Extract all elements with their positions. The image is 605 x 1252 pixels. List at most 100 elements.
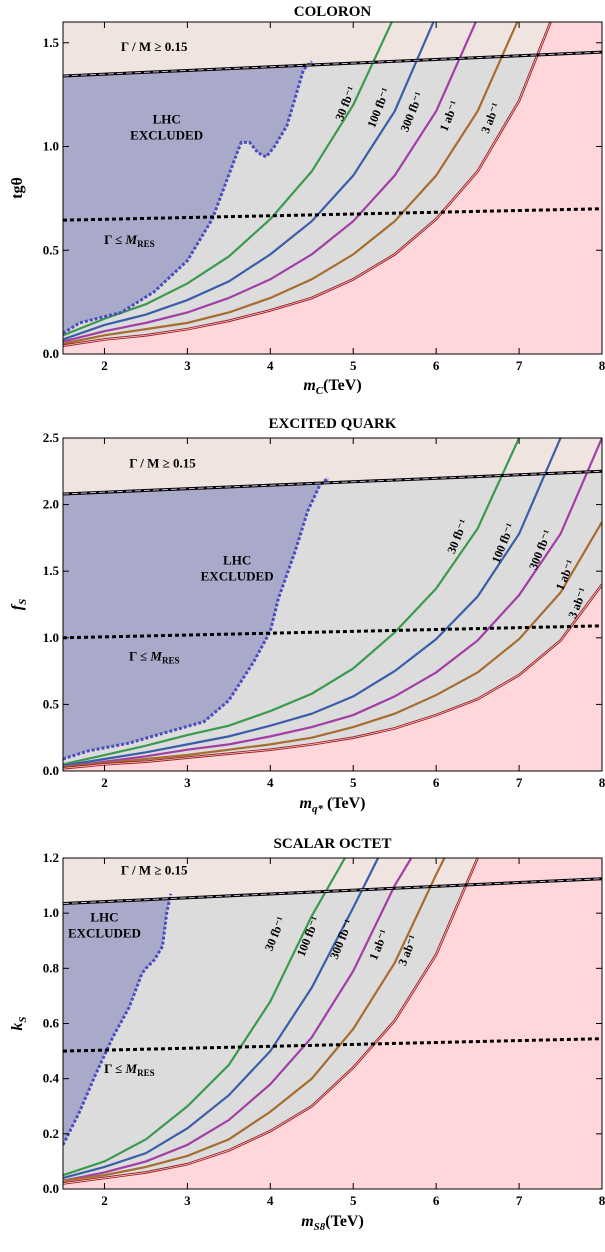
x-tick-label: 5: [350, 775, 357, 790]
y-tick-label: 0.8: [43, 960, 60, 975]
y-tick-label: 1.0: [43, 630, 59, 645]
series-line-30-fb-1: [63, 22, 394, 337]
narrow-width-label: Γ ≤ MRES: [129, 648, 180, 665]
width-bound-line: [63, 877, 602, 906]
x-tick-label: 3: [184, 775, 191, 790]
lhc-excluded-region: [63, 61, 312, 354]
wide-width-region: [63, 438, 602, 494]
chart-title: EXCITED QUARK: [269, 416, 397, 432]
narrow-width-label: Γ ≤ MRES: [104, 232, 155, 249]
y-tick-label: 2.5: [43, 430, 60, 445]
x-tick-label: 8: [599, 775, 605, 790]
narrow-width-line: [63, 207, 602, 222]
x-tick-label: 7: [516, 1193, 523, 1208]
series-line-inner: [63, 858, 478, 1184]
wide-width-label: Γ / M ≥ 0.15: [129, 455, 196, 470]
x-axis-label: mS8(TeV): [301, 1213, 364, 1233]
narrow-width-line: [63, 1037, 602, 1053]
series-line-300-fb-1: [63, 438, 602, 769]
lhc-excluded-label: EXCLUDED: [130, 128, 203, 143]
series-line-300-fb-1: [63, 22, 477, 343]
x-tick-label: 2: [101, 358, 108, 373]
lhc-excluded-label: LHC: [223, 553, 251, 568]
lhc-excluded-region: [63, 893, 171, 1189]
narrow-width-line: [63, 624, 602, 640]
x-tick-label: 6: [433, 358, 440, 373]
series-line-1-ab-1: [63, 858, 446, 1182]
lhc-excluded-label: LHC: [153, 112, 181, 127]
series-line-30-fb-1: [63, 858, 346, 1177]
x-tick-label: 3: [184, 1193, 191, 1208]
lhc-excluded-region: [63, 477, 329, 771]
lhc-excluded-label: EXCLUDED: [201, 569, 274, 584]
width-bound-line: [63, 469, 602, 496]
x-tick-label: 5: [350, 1193, 357, 1208]
y-axis-label: tgθ: [9, 177, 26, 199]
x-tick-label: 6: [433, 775, 440, 790]
y-tick-label: 0.4: [43, 1071, 60, 1086]
x-tick-label: 8: [599, 358, 605, 373]
y-tick-label: 1.5: [43, 35, 60, 50]
series-line-1-ab-1: [63, 22, 519, 345]
lhc-excluded-label: LHC: [90, 909, 118, 924]
series-line-inner: [63, 22, 551, 347]
series-line-300-fb-1: [63, 858, 413, 1182]
x-axis-label: mC(TeV): [303, 377, 361, 397]
chart-title: COLORON: [294, 4, 372, 20]
x-tick-label: 4: [267, 1193, 274, 1208]
plot-area: [63, 438, 602, 771]
x-tick-label: 7: [516, 358, 523, 373]
panel-coloron: 2 3 4 5 6 7 8 0.0 0.5 1.0 1.5 COLORON mC(TeV) tgθ Γ / …: [9, 4, 605, 397]
below-reach-fill: [63, 438, 602, 771]
x-tick-label: 4: [267, 358, 274, 373]
below-reach-fill: [63, 858, 602, 1189]
panel-excited-quark: 2 3 4 5 6 7 8 0.0 0.5 1.0 1.5 2.0 2.5 EXCITED QUARK mq…: [9, 416, 605, 815]
wide-width-region: [63, 22, 602, 76]
series-line-30-fb-1: [63, 438, 521, 766]
plot-area: [63, 22, 602, 354]
x-tick-label: 5: [350, 358, 357, 373]
y-axis-label: kS: [9, 1016, 29, 1030]
lhc-excluded-label: EXCLUDED: [68, 925, 141, 940]
plot-area: [63, 858, 602, 1189]
series-line-100-fb-1: [63, 22, 435, 341]
lhc-exclusion-boundary: [63, 476, 330, 761]
narrow-width-label: Γ ≤ MRES: [104, 1061, 155, 1078]
below-reach-fill: [63, 22, 602, 354]
wide-width-label: Γ / M ≥ 0.15: [121, 39, 188, 54]
y-tick-label: 1.0: [43, 905, 59, 920]
wide-width-label: Γ / M ≥ 0.15: [121, 863, 188, 878]
x-tick-label: 8: [599, 1193, 605, 1208]
y-tick-label: 1.0: [43, 139, 59, 154]
y-tick-label: 0.2: [43, 1126, 59, 1141]
x-tick-label: 2: [101, 1193, 108, 1208]
y-tick-label: 0.5: [43, 242, 60, 257]
y-tick-label: 0.0: [43, 763, 59, 778]
plot-frame: [62, 21, 603, 355]
y-tick-label: 0.0: [43, 346, 59, 361]
series-line-inner: [63, 584, 602, 769]
y-tick-label: 1.2: [43, 850, 59, 865]
chart-title: SCALAR OCTET: [274, 836, 392, 852]
x-tick-label: 3: [184, 358, 191, 373]
series-line-1-ab-1: [63, 521, 602, 769]
lhc-exclusion-boundary: [63, 60, 313, 335]
lhc-exclusion-boundary: [63, 893, 173, 1146]
panel-scalar-octet: 2 3 4 5 6 7 8 0.0 0.2 0.4 0.6 0.8 1.0 1.2 SCALAR OCTET…: [9, 836, 605, 1233]
plot-frame: [62, 437, 603, 772]
y-tick-label: 0.0: [43, 1181, 59, 1196]
width-bound-line: [63, 50, 602, 78]
x-tick-label: 4: [267, 775, 274, 790]
series-line-100-fb-1: [63, 438, 562, 767]
y-tick-label: 0.6: [43, 1016, 60, 1031]
x-tick-label: 7: [516, 775, 523, 790]
y-tick-label: 2.0: [43, 497, 59, 512]
x-tick-label: 2: [101, 775, 108, 790]
y-tick-label: 1.5: [43, 563, 60, 578]
y-axis-label: fS: [9, 599, 29, 610]
y-tick-label: 0.5: [43, 696, 60, 711]
series-line-100-fb-1: [63, 858, 380, 1180]
x-tick-label: 6: [433, 1193, 440, 1208]
x-axis-label: mq* (TeV): [300, 795, 366, 815]
